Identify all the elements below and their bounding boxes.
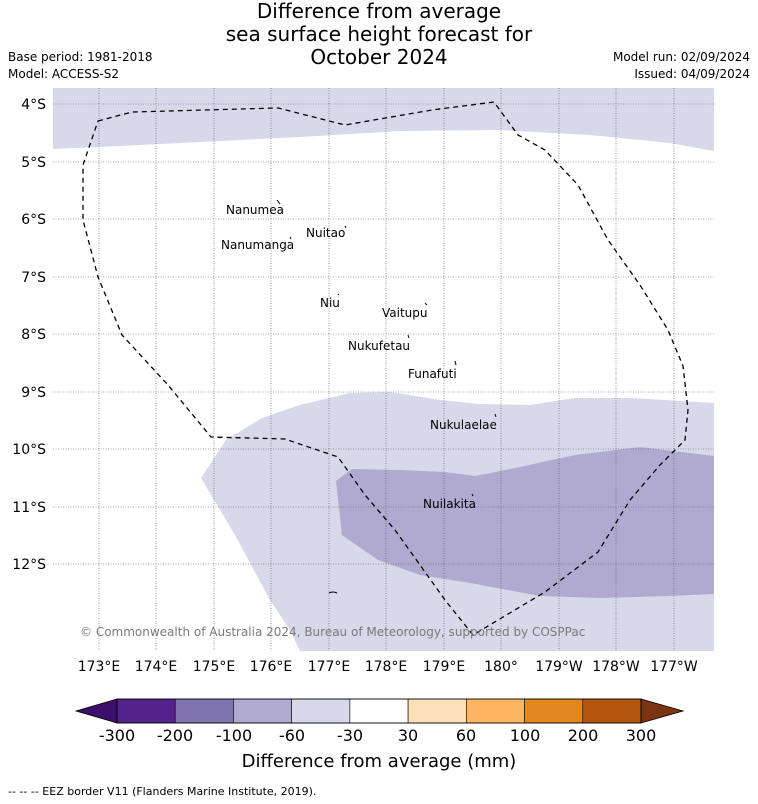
colorbar-tick-label: 200 xyxy=(568,726,599,745)
lat-label: 12°S xyxy=(12,557,46,573)
colorbar-title: Difference from average (mm) xyxy=(242,751,517,772)
colorbar-segment xyxy=(116,698,176,724)
colorbar-tick-label: -100 xyxy=(216,726,252,745)
lat-label: 7°S xyxy=(21,270,46,286)
lon-label: 176°E xyxy=(250,659,293,675)
lon-label: 173°E xyxy=(78,659,121,675)
eez-legend-note: -- -- -- EEZ border V11 (Flanders Marine… xyxy=(8,785,317,798)
island-mark-nanumanga xyxy=(289,236,292,240)
lon-label: 177°W xyxy=(650,659,698,675)
colorbar-segment xyxy=(582,698,642,724)
island-markers xyxy=(276,199,497,594)
title-line-1: Difference from average xyxy=(256,0,502,23)
map-gridlines xyxy=(53,88,714,651)
eez-border xyxy=(82,101,689,636)
colorbar-under-arrow xyxy=(74,698,118,724)
colorbar-tick-label: 100 xyxy=(510,726,541,745)
lat-label: 8°S xyxy=(21,327,46,343)
island-label-nanumanga: Nanumanga xyxy=(221,238,294,252)
lon-label: 179°E xyxy=(423,659,466,675)
lon-label: 180° xyxy=(484,659,518,675)
title-line-2: sea surface height forecast for xyxy=(225,22,533,46)
colorbar-frame xyxy=(116,698,642,724)
island-mark-nuitao xyxy=(344,225,347,229)
colorbar-segment xyxy=(349,698,409,724)
meta-right: Model run: 02/09/2024 Issued: 04/09/2024 xyxy=(613,49,750,83)
island-label-nanumea: Nanumea xyxy=(226,203,284,217)
island-label-nuilakita: Nuilakita xyxy=(423,497,476,511)
island-mark-niu xyxy=(337,293,340,296)
colorbar-tick-label: -30 xyxy=(337,726,363,745)
lat-label: 5°S xyxy=(21,155,46,171)
lat-label: 4°S xyxy=(21,97,46,113)
island-label-nukulaelae: Nukulaelae xyxy=(430,418,497,432)
island-label-vaitupu: Vaitupu xyxy=(382,306,428,320)
island-mark-nuilakita xyxy=(471,493,474,497)
island-label-nuitao: Nuitao xyxy=(306,226,345,240)
issued-date: Issued: 04/09/2024 xyxy=(634,67,750,81)
model-run: Model run: 02/09/2024 xyxy=(612,50,750,64)
lon-label: 178°E xyxy=(365,659,408,675)
copyright-text: © Commonwealth of Australia 2024, Bureau… xyxy=(80,625,585,639)
island-mark-vaitupu xyxy=(424,302,428,306)
colorbar-segment xyxy=(407,698,467,724)
lat-label: 11°S xyxy=(12,500,46,516)
colorbar-tick-label: -200 xyxy=(157,726,193,745)
lon-label: 177°E xyxy=(308,659,351,675)
colorbar-segment xyxy=(466,698,525,724)
chart-title: Difference from average sea surface heig… xyxy=(0,0,758,69)
anomaly-region-south-medium xyxy=(336,447,714,598)
colorbar-over-arrow xyxy=(640,698,685,724)
island-mark-funafuti xyxy=(454,360,457,366)
island-mark-nanumea xyxy=(276,199,281,205)
meta-left: Base period: 1981-2018 Model: ACCESS-S2 xyxy=(8,49,153,83)
island-label-nukufetau: Nukufetau xyxy=(348,339,410,353)
colorbar: -300 -200 -100 -60 -30 30 60 100 200 300… xyxy=(74,698,685,772)
island-label-niu: Niu xyxy=(320,296,340,310)
colorbar-tick-label: -300 xyxy=(99,726,135,745)
base-period: Base period: 1981-2018 xyxy=(8,50,153,64)
colorbar-segment xyxy=(233,698,292,724)
island-mark-nukulaelae xyxy=(494,413,497,418)
island-label-funafuti: Funafuti xyxy=(408,367,457,381)
colorbar-segment xyxy=(524,698,584,724)
colorbar-tick-label: 300 xyxy=(626,726,657,745)
title-line-3: October 2024 xyxy=(310,45,448,69)
lon-label: 175°E xyxy=(193,659,236,675)
colorbar-tick-label: -60 xyxy=(279,726,305,745)
lon-label: 179°W xyxy=(535,659,583,675)
lat-label: 6°S xyxy=(21,212,46,228)
island-mark-reef xyxy=(328,591,338,594)
island-mark-nukufetau xyxy=(407,334,410,339)
lat-label: 10°S xyxy=(12,442,46,458)
colorbar-tick-label: 30 xyxy=(398,726,418,745)
model-name: Model: ACCESS-S2 xyxy=(8,67,120,81)
lat-label: 9°S xyxy=(21,385,46,401)
lon-label: 174°E xyxy=(135,659,178,675)
colorbar-segment xyxy=(174,698,234,724)
lon-label: 178°W xyxy=(592,659,640,675)
colorbar-segment xyxy=(291,698,351,724)
colorbar-tick-label: 60 xyxy=(456,726,476,745)
